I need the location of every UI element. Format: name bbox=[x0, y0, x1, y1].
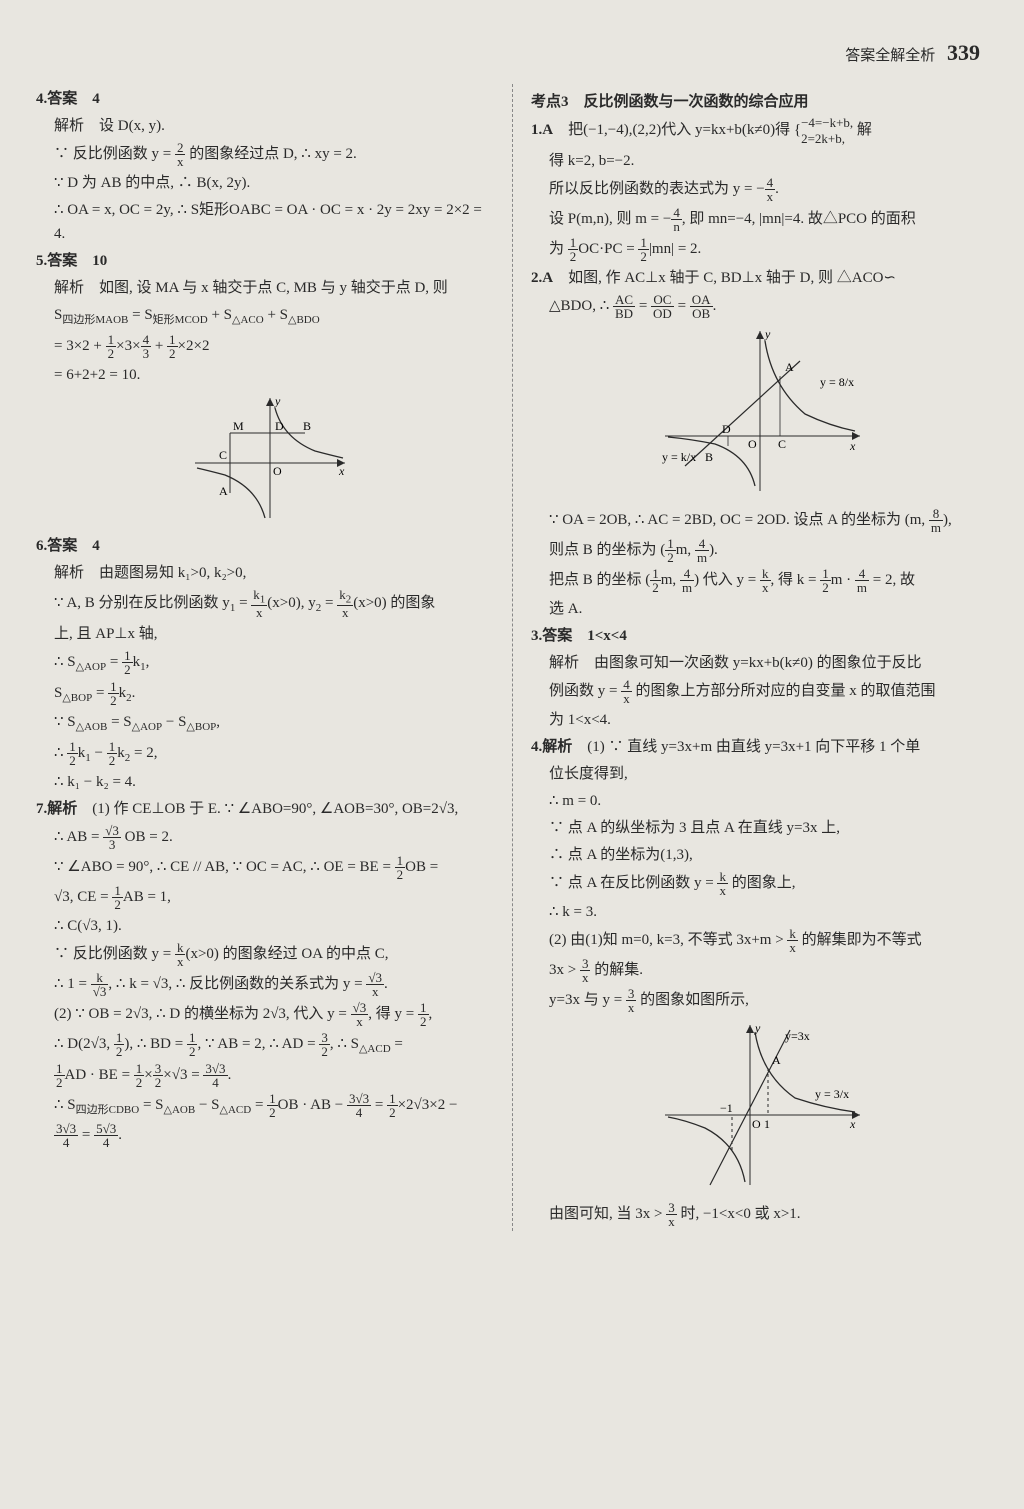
q7-l10: 3√34 = 5√34. bbox=[36, 1122, 494, 1149]
q4-label: 4.答案 4 bbox=[36, 87, 494, 111]
r-q2-label: 2.A 如图, 作 AC⊥x 轴于 C, BD⊥x 轴于 D, 则 △ACO∽ bbox=[531, 266, 988, 290]
r-q4-label: 4.解析 (1) ∵ 直线 y=3x+m 由直线 y=3x+1 向下平移 1 个… bbox=[531, 735, 988, 759]
q5-figure: M D B C O A x y bbox=[36, 393, 494, 528]
q4-l3: ∵ D 为 AB 的中点, ∴ B(x, 2y). bbox=[36, 171, 494, 195]
q7-l9: ∴ S四边形CDBO = S△AOB − S△ACD = 12OB · AB −… bbox=[36, 1092, 494, 1120]
q5-label: 5.答案 10 bbox=[36, 249, 494, 273]
lbl2-x: x bbox=[849, 439, 856, 453]
right-column: 考点3 反比例函数与一次函数的综合应用 1.A 把(−1,−4),(2,2)代入… bbox=[512, 84, 988, 1231]
r-q3-l2: 例函数 y = 4x 的图象上方部分所对应的自变量 x 的取值范围 bbox=[531, 678, 988, 705]
r-q4-l9: 由图可知, 当 3x > 3x 时, −1<x<0 或 x>1. bbox=[531, 1201, 988, 1228]
q4-l2: ∵ 反比例函数 y = 2x 的图象经过点 D, ∴ xy = 2. bbox=[36, 141, 494, 168]
lbl3-hyp: y = 3/x bbox=[815, 1087, 849, 1101]
q4-l4: ∴ OA = x, OC = 2y, ∴ S矩形OABC = OA · OC =… bbox=[36, 198, 494, 246]
lbl2-D: D bbox=[722, 422, 731, 436]
q7-l4: ∴ C(√3, 1). bbox=[36, 914, 494, 938]
r-q3-l3: 为 1<x<4. bbox=[531, 708, 988, 732]
q6-label: 6.答案 4 bbox=[36, 534, 494, 558]
q7-l1: ∴ AB = √33 OB = 2. bbox=[36, 824, 494, 851]
q5-l2: S四边形MAOB = S矩形MCOD + S△ACO + S△BDO bbox=[36, 303, 494, 330]
lbl3-line: y=3x bbox=[785, 1029, 810, 1043]
r-q1-l4: 设 P(m,n), 则 m = −4n, 即 mn=−4, |mn|=4. 故△… bbox=[531, 206, 988, 233]
lbl-M: M bbox=[233, 419, 244, 433]
r-q1-label: 1.A 把(−1,−4),(2,2)代入 y=kx+b(k≠0)得 {−4=−k… bbox=[531, 115, 988, 146]
lbl-D: D bbox=[275, 419, 284, 433]
q7-l6: ∴ 1 = k√3, ∴ k = √3, ∴ 反比例函数的关系式为 y = √3… bbox=[36, 971, 494, 998]
lbl2-O: O bbox=[748, 437, 757, 451]
lbl2-r1: y = 8/x bbox=[820, 375, 854, 389]
r-q4-l3: ∵ 点 A 的纵坐标为 3 且点 A 在直线 y=3x 上, bbox=[531, 816, 988, 840]
q5-chart-svg: M D B C O A x y bbox=[175, 393, 355, 523]
lbl2-y: y bbox=[764, 327, 771, 341]
lbl3-one: 1 bbox=[764, 1117, 770, 1131]
r-q2-l2: △BDO, ∴ ACBD = OCOD = OAOB. bbox=[531, 293, 988, 320]
lbl3-neg1: −1 bbox=[720, 1101, 733, 1115]
lbl2-C: C bbox=[778, 437, 786, 451]
q5-l3: = 3×2 + 12×3×43 + 12×2×2 bbox=[36, 333, 494, 360]
q7-p2: (2) ∵ OB = 2√3, ∴ D 的横坐标为 2√3, 代入 y = √3… bbox=[36, 1001, 494, 1028]
q7-l8: 12AD · BE = 12×32×√3 = 3√34. bbox=[36, 1062, 494, 1089]
q7-l2: ∵ ∠ABO = 90°, ∴ CE // AB, ∵ OC = AC, ∴ O… bbox=[36, 854, 494, 881]
r-q2-chart-svg: A B C D O x y y = 8/x y = k/x bbox=[650, 326, 870, 496]
r-q4-l5: ∵ 点 A 在反比例函数 y = kx 的图象上, bbox=[531, 870, 988, 897]
q6-l1: 解析 由题图易知 k₁>0, k₂>0, bbox=[36, 561, 494, 585]
header-title: 答案全解全析 bbox=[845, 48, 935, 64]
lbl3-A: A bbox=[772, 1053, 781, 1067]
r-q4-chart-svg: A O x y y=3x y = 3/x −1 1 bbox=[650, 1020, 870, 1190]
r-q2-figure: A B C D O x y y = 8/x y = k/x bbox=[531, 326, 988, 501]
r-q4-l8: y=3x 与 y = 3x 的图象如图所示, bbox=[531, 987, 988, 1014]
q6-l6: ∵ S△AOB = S△AOP − S△BOP, bbox=[36, 710, 494, 737]
r-q3-label: 3.答案 1<x<4 bbox=[531, 624, 988, 648]
lbl3-O: O bbox=[752, 1117, 761, 1131]
r-q4-figure: A O x y y=3x y = 3/x −1 1 bbox=[531, 1020, 988, 1195]
two-column-layout: 4.答案 4 解析 设 D(x, y). ∵ 反比例函数 y = 2x 的图象经… bbox=[36, 84, 988, 1231]
lbl2-A: A bbox=[785, 360, 794, 374]
right-heading: 考点3 反比例函数与一次函数的综合应用 bbox=[531, 90, 988, 111]
r-q4-l2: ∴ m = 0. bbox=[531, 789, 988, 813]
q6-l3: 上, 且 AP⊥x 轴, bbox=[36, 622, 494, 646]
q7-label: 7.解析 (1) 作 CE⊥OB 于 E. ∵ ∠ABO=90°, ∠AOB=3… bbox=[36, 797, 494, 821]
r-q4-l4: ∴ 点 A 的坐标为(1,3), bbox=[531, 843, 988, 867]
q7-l7: ∴ D(2√3, 12), ∴ BD = 12, ∵ AB = 2, ∴ AD … bbox=[36, 1031, 494, 1059]
page-header: 答案全解全析 339 bbox=[36, 40, 988, 66]
lbl-A: A bbox=[219, 484, 228, 498]
r-q2-l4: 则点 B 的坐标为 (12m, 4m). bbox=[531, 537, 988, 564]
q5-l4: = 6+2+2 = 10. bbox=[36, 363, 494, 387]
q6-l7: ∴ 12k1 − 12k2 = 2, bbox=[36, 740, 494, 768]
r-q4-l6: ∴ k = 3. bbox=[531, 900, 988, 924]
lbl-C: C bbox=[219, 448, 227, 462]
r-q1-l2: 得 k=2, b=−2. bbox=[531, 149, 988, 173]
r-q2-l3: ∵ OA = 2OB, ∴ AC = 2BD, OC = 2OD. 设点 A 的… bbox=[531, 507, 988, 534]
lbl-x: x bbox=[338, 464, 345, 478]
lbl3-y: y bbox=[754, 1021, 761, 1035]
lbl-y: y bbox=[274, 394, 281, 408]
q7-l5: ∵ 反比例函数 y = kx(x>0) 的图象经过 OA 的中点 C, bbox=[36, 941, 494, 968]
left-column: 4.答案 4 解析 设 D(x, y). ∵ 反比例函数 y = 2x 的图象经… bbox=[36, 84, 512, 1231]
r-q4-p2: (2) 由(1)知 m=0, k=3, 不等式 3x+m > kx 的解集即为不… bbox=[531, 927, 988, 954]
q5-l1: 解析 如图, 设 MA 与 x 轴交于点 C, MB 与 y 轴交于点 D, 则 bbox=[36, 276, 494, 300]
r-q2-l5: 把点 B 的坐标 (12m, 4m) 代入 y = kx, 得 k = 12m … bbox=[531, 567, 988, 594]
q4-l1: 解析 设 D(x, y). bbox=[36, 114, 494, 138]
lbl3-x: x bbox=[849, 1117, 856, 1131]
r-q1-l3: 所以反比例函数的表达式为 y = −4x. bbox=[531, 176, 988, 203]
r-q4-l7: 3x > 3x 的解集. bbox=[531, 957, 988, 984]
lbl2-r2: y = k/x bbox=[662, 450, 696, 464]
q6-l8: ∴ k₁ − k₂ = 4. bbox=[36, 770, 494, 794]
q6-l5: S△BOP = 12k2. bbox=[36, 680, 494, 708]
r-q4-l1: 位长度得到, bbox=[531, 762, 988, 786]
q6-l2: ∵ A, B 分别在反比例函数 y1 = k1x(x>0), y2 = k2x(… bbox=[36, 588, 494, 620]
lbl2-B: B bbox=[705, 450, 713, 464]
q7-l3: √3, CE = 12AB = 1, bbox=[36, 884, 494, 911]
lbl-O: O bbox=[273, 464, 282, 478]
r-q1-l5: 为 12OC·PC = 12|mn| = 2. bbox=[531, 236, 988, 263]
lbl-B: B bbox=[303, 419, 311, 433]
q6-l4: ∴ S△AOP = 12k1, bbox=[36, 649, 494, 677]
page-number: 339 bbox=[947, 40, 980, 65]
r-q3-l1: 解析 由图象可知一次函数 y=kx+b(k≠0) 的图象位于反比 bbox=[531, 651, 988, 675]
r-q2-l6: 选 A. bbox=[531, 597, 988, 621]
